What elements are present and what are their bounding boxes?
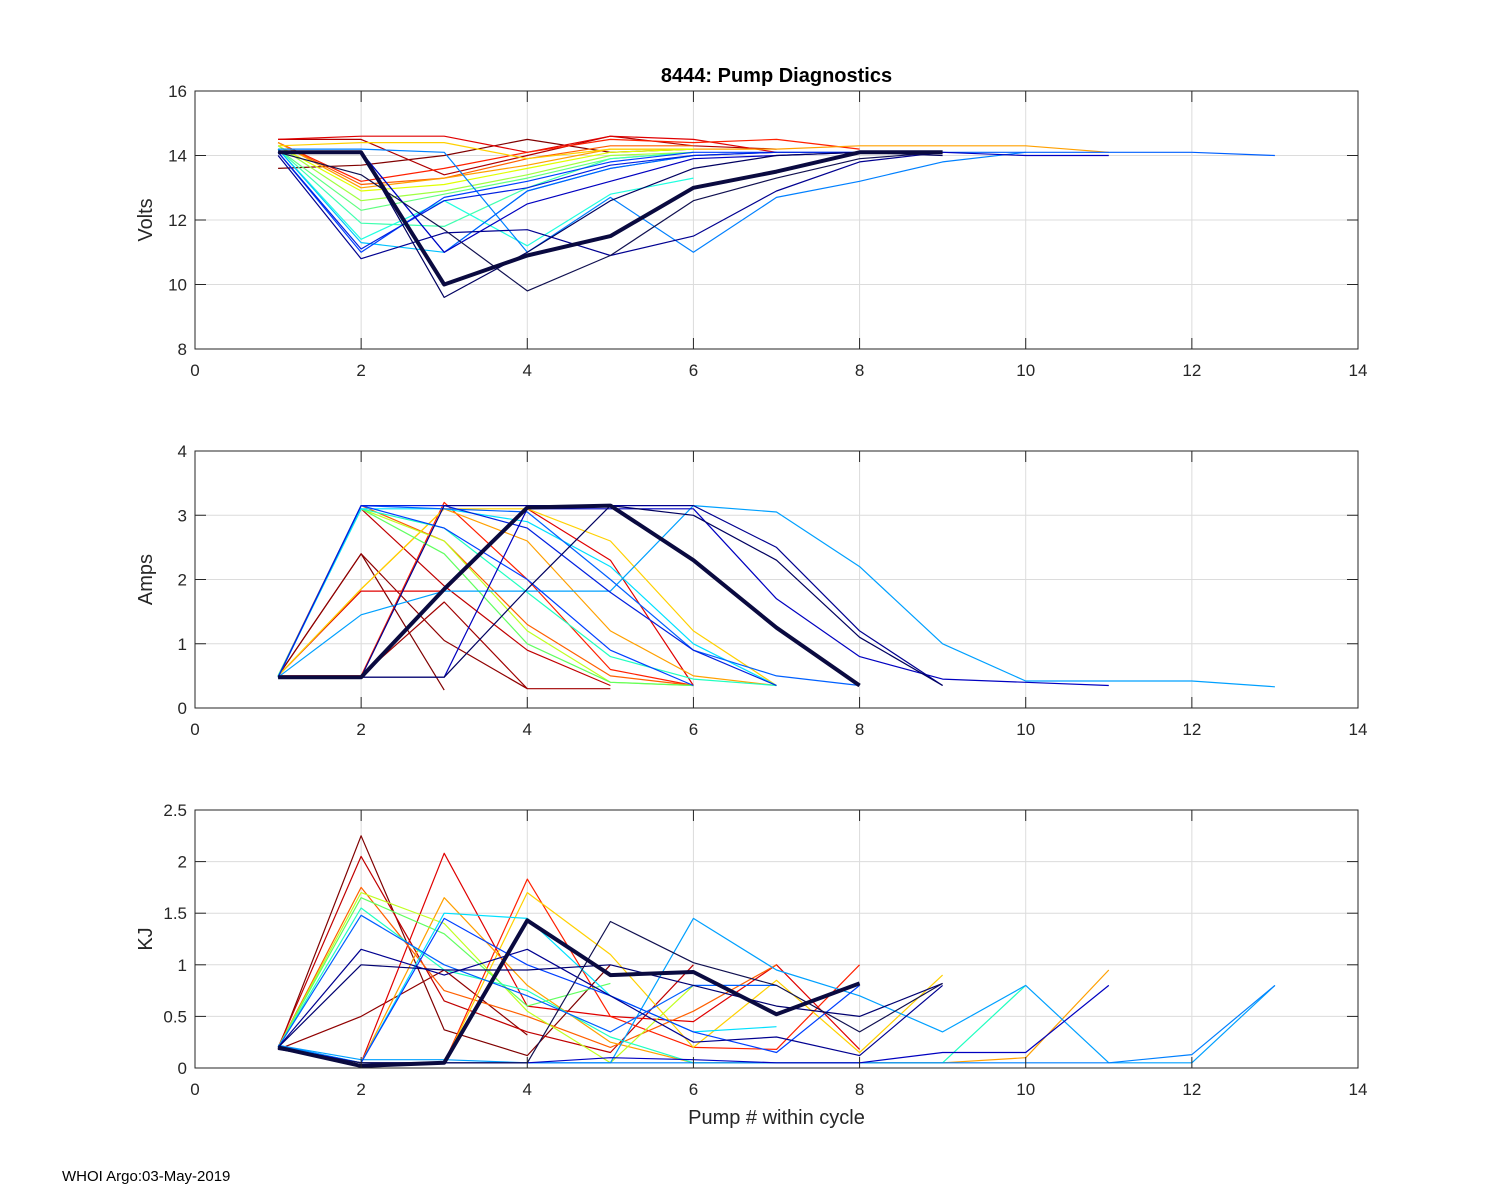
y-tick-label: 4: [178, 442, 187, 461]
axes-panel-3: 0 2 4 6 8 10 12 14 0 0.5 1 1.5 2 2.5 KJ Pump # within c…: [135, 801, 1367, 1129]
y-tick-label: 1: [178, 635, 187, 654]
series-line: [278, 151, 1109, 253]
x-tick-label: 2: [356, 361, 365, 380]
series-line: [277, 138, 860, 182]
series-line: [277, 145, 694, 202]
x-tick-label: 4: [523, 361, 532, 380]
series-line: [277, 553, 528, 690]
y-tick-label: 1.5: [163, 904, 187, 923]
series-line: [277, 852, 861, 1064]
y-axis-label: KJ: [135, 927, 157, 950]
series-line: [277, 918, 861, 1068]
y-tick-label: 12: [168, 211, 187, 230]
y-tick-label: 2: [178, 571, 187, 590]
x-tick-label: 8: [855, 1080, 864, 1099]
series-line: [277, 145, 694, 192]
y-tick-label: 14: [168, 147, 187, 166]
y-tick-label: 3: [178, 506, 187, 525]
x-tick-label: 6: [689, 720, 698, 739]
series-line: [277, 964, 943, 1048]
x-tick-label: 14: [1349, 720, 1368, 739]
series-line: [277, 891, 694, 1064]
y-tick-label: 0.5: [163, 1007, 187, 1026]
series-line: [278, 148, 1026, 253]
x-tick-label: 0: [190, 720, 199, 739]
series-line: [277, 886, 777, 1049]
x-tick-label: 0: [190, 1080, 199, 1099]
series-line: [277, 508, 777, 687]
y-tick-label: 8: [178, 340, 187, 359]
series-line: [278, 150, 943, 287]
plot-area: [195, 810, 1358, 1068]
x-tick-label: 12: [1182, 1080, 1201, 1099]
series-line: [278, 151, 943, 298]
series-line: [277, 835, 611, 1057]
x-tick-label: 4: [523, 720, 532, 739]
series-line: [277, 505, 777, 687]
series-group: [277, 135, 1275, 298]
series-line: [277, 151, 777, 253]
series-line: [277, 917, 860, 1064]
x-tick-label: 6: [689, 1080, 698, 1099]
x-tick-label: 10: [1016, 1080, 1035, 1099]
footer-label: WHOI Argo:03-May-2019: [62, 1168, 231, 1185]
x-axis-label: Pump # within cycle: [688, 1107, 865, 1129]
x-tick-label: 4: [523, 1080, 532, 1099]
y-tick-label: 2: [178, 853, 187, 872]
series-group: [277, 501, 1275, 691]
y-tick-label: 0: [178, 699, 187, 718]
y-axis-label: Volts: [135, 198, 157, 241]
x-tick-label: 6: [689, 361, 698, 380]
series-line: [278, 142, 694, 160]
x-tick-label: 2: [356, 720, 365, 739]
x-tick-label: 14: [1349, 1080, 1368, 1099]
series-group: [277, 835, 1276, 1068]
x-tick-label: 12: [1182, 361, 1201, 380]
x-tick-label: 8: [855, 361, 864, 380]
x-tick-label: 14: [1349, 361, 1368, 380]
y-tick-label: 0: [178, 1059, 187, 1078]
y-tick-label: 10: [168, 276, 187, 295]
y-tick-label: 16: [168, 82, 187, 101]
series-line: [277, 148, 694, 227]
chart-title: 8444: Pump Diagnostics: [661, 65, 892, 87]
series-line: [277, 151, 860, 250]
series-line: [278, 503, 861, 688]
axes-box: [194, 809, 1359, 1069]
series-line: [278, 920, 943, 1064]
series-line: [277, 148, 694, 247]
x-tick-label: 0: [190, 361, 199, 380]
series-line: [277, 969, 528, 1050]
axes-panel-1: 0 2 4 6 8 10 12 14 8 10 12 14 16 Volts 8444: Pump Diag…: [135, 65, 1367, 380]
y-axis-label: Amps: [135, 554, 157, 605]
x-tick-label: 2: [356, 1080, 365, 1099]
x-tick-label: 10: [1016, 720, 1035, 739]
y-tick-label: 1: [178, 956, 187, 975]
series-line: [277, 948, 943, 1057]
x-tick-label: 12: [1182, 720, 1201, 739]
x-tick-label: 10: [1016, 361, 1035, 380]
series-line: [277, 142, 694, 186]
series-line: [277, 897, 611, 1048]
y-tick-label: 2.5: [163, 801, 187, 820]
x-tick-label: 8: [855, 720, 864, 739]
